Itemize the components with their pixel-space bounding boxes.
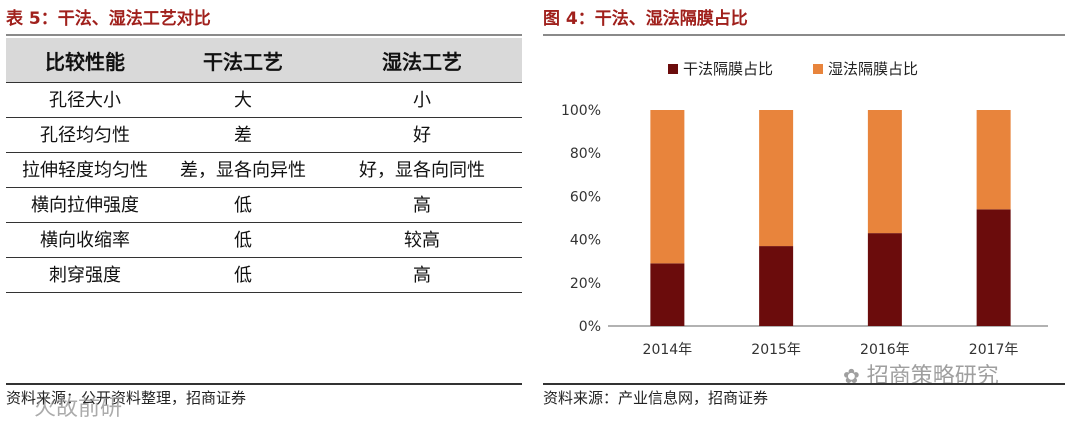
title-divider [6, 34, 522, 36]
cell-metric: 横向收缩率 [6, 222, 164, 258]
cell-wet: 小 [322, 82, 522, 118]
bar-wet [976, 110, 1011, 210]
cell-wet: 好，显各向同性 [322, 152, 522, 188]
y-tick-label: 0% [579, 319, 601, 335]
table-source: 资料来源：公开资料整理，招商证券 [6, 389, 247, 407]
source-divider [6, 383, 522, 385]
bar-wet [867, 110, 902, 234]
watermark-text: 招商策略研究 [866, 364, 999, 389]
legend-label: 湿法隔膜占比 [828, 60, 918, 78]
legend-swatch [668, 64, 678, 74]
cell-wet: 高 [322, 257, 522, 293]
wechat-watermark: ✿ 招商策略研究 [843, 358, 999, 390]
y-tick-label: 40% [570, 233, 601, 249]
cell-metric: 拉伸轻度均匀性 [6, 152, 164, 188]
y-tick-label: 60% [570, 189, 601, 205]
cell-metric: 孔径均匀性 [6, 117, 164, 153]
header-wet: 湿法工艺 [322, 38, 522, 83]
cell-wet: 高 [322, 187, 522, 223]
header-metric: 比较性能 [6, 38, 164, 83]
cell-dry: 低 [164, 187, 322, 223]
chart-source: 资料来源：产业信息网，招商证券 [543, 389, 769, 407]
bar-dry [759, 246, 794, 326]
bar-wet [759, 110, 794, 247]
y-tick-label: 100% [561, 103, 601, 119]
cell-dry: 差，显各向异性 [164, 152, 322, 188]
table-title: 表 5：干法、湿法工艺对比 [6, 9, 211, 29]
bar-wet [650, 110, 685, 264]
x-tick-label: 2016年 [860, 342, 910, 358]
table-row: 横向收缩率 低 较高 [6, 222, 522, 258]
table-row: 孔径均匀性 差 好 [6, 117, 522, 153]
cell-metric: 刺穿强度 [6, 257, 164, 293]
cell-metric: 横向拉伸强度 [6, 187, 164, 223]
chart-panel: 图 4：干法、湿法隔膜占比 干法隔膜占比 湿法隔膜占比 0% 20% 40% 60% 80%… [543, 0, 1065, 421]
table-row: 横向拉伸强度 低 高 [6, 187, 522, 223]
bar-dry [976, 209, 1011, 326]
cell-dry: 差 [164, 117, 322, 153]
comparison-table: 比较性能 干法工艺 湿法工艺 孔径大小 大 小 孔径均匀性 差 好 拉伸轻度均匀… [6, 38, 522, 293]
legend-swatch [813, 64, 823, 74]
title-divider [543, 34, 1065, 36]
cell-dry: 大 [164, 82, 322, 118]
wechat-icon: ✿ [843, 364, 860, 388]
table-row: 刺穿强度 低 高 [6, 257, 522, 293]
x-tick-label: 2017年 [969, 342, 1019, 358]
bar-dry [867, 233, 902, 326]
stacked-bar-chart: 干法隔膜占比 湿法隔膜占比 0% 20% 40% 60% 80% 100% 2014年 2015年… [561, 60, 1048, 358]
x-tick-label: 2015年 [751, 342, 801, 358]
y-tick-label: 20% [570, 276, 601, 292]
cell-metric: 孔径大小 [6, 82, 164, 118]
table-panel: 表 5：干法、湿法工艺对比 比较性能 干法工艺 湿法工艺 孔径大小 大 小 孔径… [6, 0, 522, 421]
cell-dry: 低 [164, 257, 322, 293]
x-tick-label: 2014年 [643, 342, 693, 358]
source-divider [543, 383, 1065, 385]
y-tick-label: 80% [570, 146, 601, 162]
watermark-text: 火故前研 [34, 396, 123, 421]
bar-dry [650, 263, 685, 326]
cell-wet: 较高 [322, 222, 522, 258]
table-header-row: 比较性能 干法工艺 湿法工艺 [6, 38, 522, 83]
legend-label: 干法隔膜占比 [683, 60, 773, 78]
table-row: 拉伸轻度均匀性 差，显各向异性 好，显各向同性 [6, 152, 522, 188]
cell-wet: 好 [322, 117, 522, 153]
table-row: 孔径大小 大 小 [6, 82, 522, 118]
chart-title: 图 4：干法、湿法隔膜占比 [543, 9, 748, 29]
header-dry: 干法工艺 [164, 38, 322, 83]
cell-dry: 低 [164, 222, 322, 258]
